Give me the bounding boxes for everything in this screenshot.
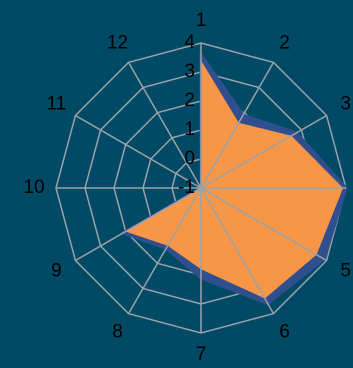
category-label: 11 <box>47 94 67 115</box>
radial-tick-label: 0 <box>184 148 195 169</box>
category-label: 8 <box>112 322 123 343</box>
category-labels: 123456789101112 <box>23 10 351 365</box>
radial-tick-label: 4 <box>184 32 195 53</box>
spoke <box>200 114 327 189</box>
radial-tick-labels: -1 0 1 2 3 4 <box>178 32 195 198</box>
category-label: 9 <box>51 261 62 282</box>
category-label: 1 <box>196 10 207 31</box>
category-label: 3 <box>340 94 351 115</box>
category-label: 5 <box>340 261 351 282</box>
category-label: 2 <box>279 32 290 53</box>
spoke <box>200 187 327 262</box>
spoke <box>75 114 202 189</box>
category-label: 7 <box>196 344 207 365</box>
radar-spokes <box>56 43 346 333</box>
radial-tick-label: 1 <box>184 119 195 140</box>
radial-tick-label: 2 <box>184 90 195 111</box>
spoke <box>75 187 202 262</box>
category-label: 10 <box>23 177 44 198</box>
spoke <box>127 62 202 189</box>
spoke <box>200 62 275 189</box>
spoke <box>127 187 202 314</box>
category-label: 6 <box>279 322 290 343</box>
radial-tick-label: -1 <box>178 177 195 198</box>
radial-tick-label: 3 <box>184 61 195 82</box>
category-label: 12 <box>107 32 128 53</box>
spoke <box>200 187 275 314</box>
